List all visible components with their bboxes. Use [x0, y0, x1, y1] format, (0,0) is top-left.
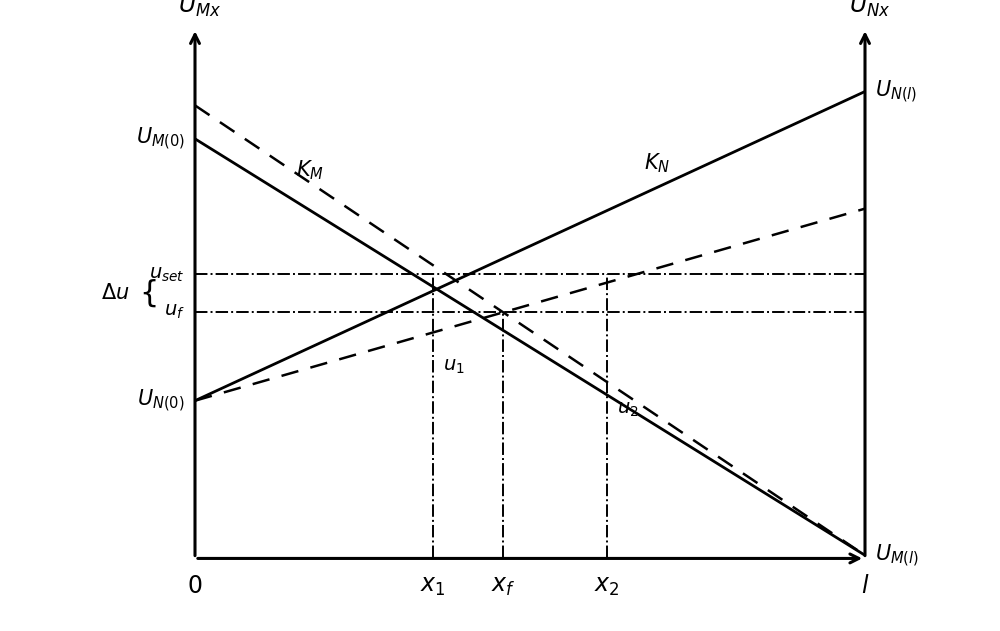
Text: $u_f$: $u_f$	[164, 303, 185, 322]
Text: $K_N$: $K_N$	[644, 151, 670, 175]
Text: $U_{N(0)}$: $U_{N(0)}$	[137, 387, 185, 414]
Text: $U_{N(l)}$: $U_{N(l)}$	[875, 78, 917, 105]
Text: $U_{Nx}$: $U_{Nx}$	[849, 0, 891, 19]
Text: $x_2$: $x_2$	[594, 574, 620, 598]
Text: $U_{Mx}$: $U_{Mx}$	[178, 0, 222, 19]
Text: $u_{set}$: $u_{set}$	[149, 265, 185, 284]
Text: $\{$: $\{$	[139, 278, 157, 309]
Text: $x_1$: $x_1$	[420, 574, 446, 598]
Text: $x_f$: $x_f$	[491, 574, 515, 598]
Text: $0$: $0$	[187, 574, 203, 598]
Text: $u_1$: $u_1$	[443, 358, 465, 376]
Text: $u_2$: $u_2$	[617, 401, 639, 420]
Text: $K_M$: $K_M$	[296, 159, 323, 182]
Text: $U_{M(0)}$: $U_{M(0)}$	[136, 126, 185, 152]
Text: $U_{M(l)}$: $U_{M(l)}$	[875, 542, 919, 569]
Text: $l$: $l$	[861, 574, 869, 598]
Text: $\Delta u$: $\Delta u$	[101, 283, 130, 304]
